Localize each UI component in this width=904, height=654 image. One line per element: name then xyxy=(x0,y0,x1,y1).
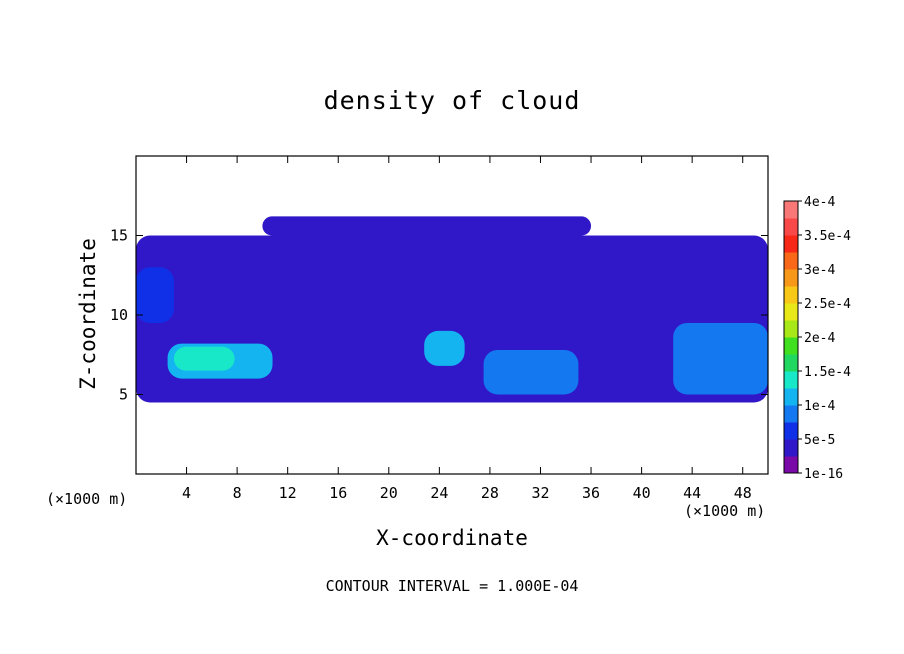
x-tick-label: 12 xyxy=(279,484,297,502)
colorbar-segment xyxy=(784,320,798,338)
x-tick-label: 24 xyxy=(430,484,448,502)
colorbar-segment xyxy=(784,388,798,406)
y-tick-label: 5 xyxy=(119,386,128,404)
colorbar-label: 5e-5 xyxy=(804,433,835,448)
x-tick-label: 32 xyxy=(531,484,549,502)
density-region-5 xyxy=(173,346,235,371)
colorbar-segment xyxy=(784,422,798,440)
x-unit-label: (×1000 m) xyxy=(684,502,766,520)
density-field xyxy=(136,216,768,403)
colorbar-label: 1.5e-4 xyxy=(804,365,851,380)
colorbar-label: 4e-4 xyxy=(804,195,835,210)
density-region-6 xyxy=(424,330,465,366)
density-region-8 xyxy=(673,322,768,395)
colorbar: 4e-4 3.5e-4 3e-4 2.5e-4 2e-4 1.5e-4 1e-4 5e-5 1e… xyxy=(783,195,851,482)
x-tick-label: 48 xyxy=(734,484,752,502)
y-tick-label: 15 xyxy=(110,227,128,245)
colorbar-label: 3e-4 xyxy=(804,263,835,278)
z-unit-label: (×1000 m) xyxy=(46,490,128,508)
x-tick-label: 8 xyxy=(233,484,242,502)
colorbar-segment xyxy=(784,269,798,287)
density-region-2 xyxy=(262,216,592,236)
y-axis-label: Z-coordinate xyxy=(76,238,100,390)
density-region-3 xyxy=(136,267,174,323)
colorbar-label: 2e-4 xyxy=(804,331,835,346)
colorbar-label: 1e-4 xyxy=(804,399,835,414)
colorbar-segment xyxy=(784,354,798,372)
x-tick-label: 40 xyxy=(633,484,651,502)
x-tick-label: 20 xyxy=(380,484,398,502)
x-tick-label: 36 xyxy=(582,484,600,502)
density-region-1 xyxy=(136,235,768,403)
colorbar-segment xyxy=(784,218,798,236)
x-axis-label: X-coordinate xyxy=(376,526,528,550)
colorbar-segment xyxy=(784,456,798,474)
colorbar-segment xyxy=(784,201,798,219)
x-tick-label: 4 xyxy=(182,484,191,502)
colorbar-label: 3.5e-4 xyxy=(804,229,851,244)
density-region-7 xyxy=(483,349,579,395)
colorbar-segment xyxy=(784,252,798,270)
x-axis: 4 8 12 16 20 24 28 32 36 40 44 48 xyxy=(182,156,752,502)
colorbar-label: 1e-16 xyxy=(804,467,843,482)
colorbar-segment xyxy=(784,286,798,304)
colorbar-segment xyxy=(784,405,798,423)
colorbar-segment xyxy=(784,337,798,355)
colorbar-segment xyxy=(784,371,798,389)
colorbar-segment xyxy=(784,235,798,253)
x-tick-label: 16 xyxy=(329,484,347,502)
contour-interval-note: CONTOUR INTERVAL = 1.000E-04 xyxy=(325,577,579,595)
colorbar-label: 2.5e-4 xyxy=(804,297,851,312)
colorbar-segment xyxy=(784,439,798,457)
x-tick-label: 44 xyxy=(683,484,701,502)
chart-title: density of cloud xyxy=(323,86,581,115)
y-tick-label: 10 xyxy=(110,306,128,324)
colorbar-segment xyxy=(784,303,798,321)
x-tick-label: 28 xyxy=(481,484,499,502)
y-axis: 5 10 15 xyxy=(110,227,768,404)
